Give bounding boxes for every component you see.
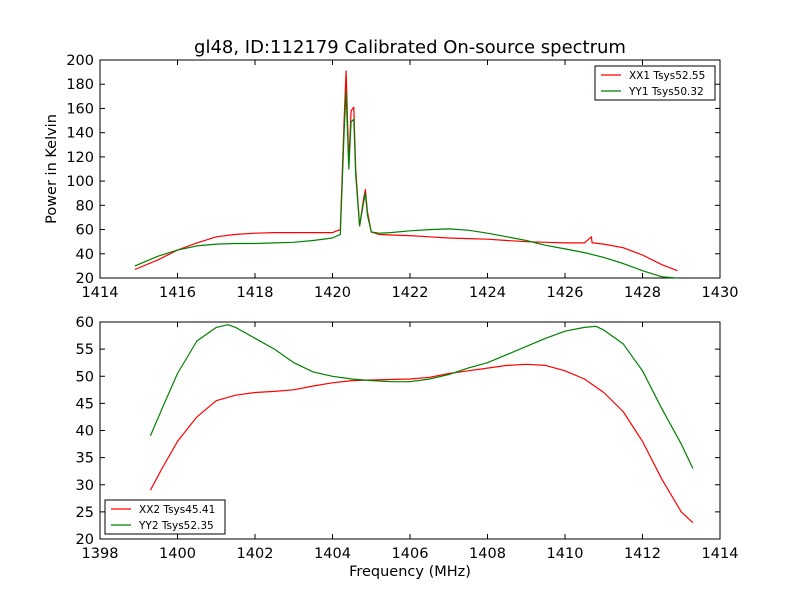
top-spectrum-plot: 1414 1416 1418 1420 1422 1424 1426 1428 1430 20 40… — [66, 53, 738, 301]
bottom-y-tick-label: 50 — [76, 369, 94, 385]
bottom-spectrum-plot: 1398 1400 1402 1404 1406 1408 1410 1412 1414 20 25… — [76, 315, 739, 562]
bottom-series-line-2 — [149, 324, 694, 469]
top-x-tick-label: 1418 — [237, 285, 274, 301]
bottom-x-tick-label: 1406 — [392, 546, 429, 562]
top-y-tick-label: 140 — [66, 126, 94, 142]
top-legend-label-2: YY1 Tsys50.32 — [628, 86, 704, 98]
chart-title: gl48, ID:112179 Calibrated On-source spe… — [194, 37, 626, 58]
top-y-tick-label: 120 — [66, 150, 94, 166]
bottom-legend-label-1: XX2 Tsys45.41 — [139, 504, 215, 516]
top-y-axis-label: Power in Kelvin — [44, 114, 60, 224]
bottom-x-tick-label: 1402 — [237, 546, 274, 562]
top-y-tick-label: 100 — [66, 174, 94, 190]
top-y-tick-label: 40 — [76, 247, 94, 263]
top-x-tick-label: 1424 — [469, 285, 506, 301]
top-x-tick-label: 1416 — [159, 285, 196, 301]
bottom-y-tick-label: 40 — [76, 424, 94, 440]
bottom-x-tick-label: 1408 — [469, 546, 506, 562]
bottom-x-tick-label: 1400 — [159, 546, 196, 562]
bottom-x-tick-label: 1412 — [624, 546, 661, 562]
top-x-tick-label: 1414 — [82, 285, 119, 301]
bottom-y-tick-label: 55 — [76, 342, 94, 358]
top-legend-label-1: XX1 Tsys52.55 — [629, 70, 705, 82]
bottom-x-tick-label: 1404 — [314, 546, 351, 562]
top-legend — [594, 65, 716, 101]
bottom-x-tick-label: 1410 — [547, 546, 584, 562]
bottom-legend-label-2: YY2 Tsys52.35 — [138, 520, 214, 532]
top-x-tick-label: 1426 — [547, 285, 584, 301]
bottom-y-tick-label: 25 — [76, 505, 94, 521]
top-series-line-2 — [134, 90, 678, 279]
top-y-tick-label: 60 — [76, 223, 94, 239]
top-x-tick-label: 1422 — [392, 285, 429, 301]
bottom-x-tick-label: 1414 — [702, 546, 739, 562]
bottom-x-tick-label: 1398 — [82, 546, 119, 562]
bottom-y-tick-label: 60 — [76, 315, 94, 331]
top-x-tick-label: 1420 — [314, 285, 351, 301]
bottom-series-line-1 — [149, 363, 694, 524]
top-y-tick-label: 200 — [66, 53, 94, 69]
top-y-tick-label: 180 — [66, 77, 94, 93]
bottom-y-tick-label: 35 — [76, 451, 94, 467]
top-y-tick-label: 80 — [76, 198, 94, 214]
top-y-tick-label: 20 — [76, 271, 94, 287]
bottom-x-axis-label: Frequency (MHz) — [349, 564, 471, 580]
bottom-y-tick-label: 45 — [76, 396, 94, 412]
top-x-tick-label: 1428 — [624, 285, 661, 301]
bottom-y-tick-label: 30 — [76, 478, 94, 494]
top-x-tick-label: 1430 — [702, 285, 739, 301]
bottom-legend — [104, 499, 226, 535]
top-y-tick-label: 160 — [66, 101, 94, 117]
bottom-y-tick-label: 20 — [76, 532, 94, 548]
